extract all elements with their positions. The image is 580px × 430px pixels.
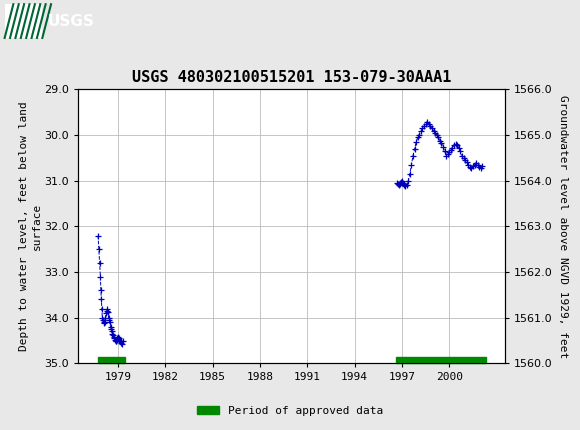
Y-axis label: Groundwater level above NGVD 1929, feet: Groundwater level above NGVD 1929, feet [558,95,568,358]
Legend: Period of approved data: Period of approved data [193,401,387,420]
FancyBboxPatch shape [5,4,42,38]
Bar [98,356,125,363]
Text: USGS: USGS [48,14,95,28]
Title: USGS 480302100515201 153-079-30AAA1: USGS 480302100515201 153-079-30AAA1 [132,71,451,86]
Bar [396,356,485,363]
Y-axis label: Depth to water level, feet below land
surface: Depth to water level, feet below land su… [19,101,42,351]
